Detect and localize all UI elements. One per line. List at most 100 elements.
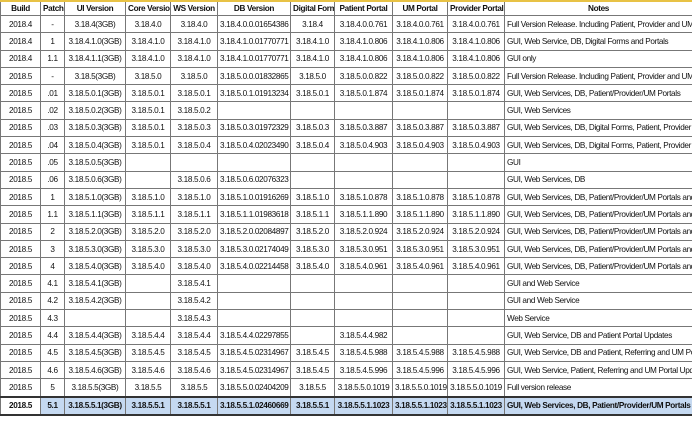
cell-ws-version: 3.18.4.1.0 — [170, 32, 218, 51]
cell-patient-portal: 3.18.5.0.0.822 — [334, 66, 393, 86]
cell-db-version — [217, 153, 291, 172]
table-row: 2018.5.02 3.18.5.0.2(3GB) 3.18.5.0.1 3.18.5… — [0, 101, 692, 120]
cell-ui-version: 3.18.5.2.0(3GB) — [64, 222, 126, 241]
cell-ws-version: 3.18.5.0.6 — [170, 170, 218, 189]
cell-patient-portal: 3.18.4.1.0.806 — [334, 49, 393, 68]
cell-ws-version: 3.18.4.1.0 — [170, 49, 218, 68]
cell-patient-portal: 3.18.5.4.5.988 — [334, 343, 393, 362]
cell-provider-portal: 3.18.5.3.0.951 — [447, 239, 505, 259]
table-row: 2018.4 1.1 3.18.4.1.1(3GB) 3.18.4.1.0 3.18.4… — [0, 49, 692, 68]
cell-ui-version: 3.18.4.1.0(3GB) — [64, 32, 126, 51]
cell-provider-portal: 3.18.5.5.0.1019 — [447, 378, 505, 398]
cell-notes: GUI — [504, 153, 692, 172]
cell-digital-forms — [290, 309, 335, 328]
cell-build: 2018.5 — [0, 153, 41, 172]
table-row: 2018.5-3.18.5(3GB) 3.18.5.0 3.18.5.0 3.18.5… — [0, 66, 692, 86]
cell-notes: GUI, Web Services — [504, 101, 692, 120]
column-header-notes: Notes — [504, 0, 692, 16]
cell-patch: 5.1 — [40, 395, 65, 416]
cell-core-version — [125, 274, 171, 293]
cell-core-version: 3.18.5.4.4 — [125, 326, 171, 345]
cell-patch: 4.4 — [40, 326, 65, 345]
cell-provider-portal: 3.18.5.0.1.874 — [447, 84, 505, 103]
cell-db-version: 3.18.5.1.1.01983618 — [217, 205, 291, 224]
table-row: 2018.5 4.4 3.18.5.4.4(3GB) 3.18.5.4.4 3.18.5… — [0, 326, 692, 345]
cell-ui-version: 3.18.5.4.4(3GB) — [64, 326, 126, 345]
cell-db-version: 3.18.5.4.5.02314967 — [217, 360, 291, 380]
cell-patient-portal: 3.18.5.4.4.982 — [334, 326, 393, 345]
cell-um-portal: 3.18.5.2.0.924 — [392, 222, 448, 241]
cell-db-version: 3.18.5.4.0.02214458 — [217, 257, 291, 276]
cell-patch: .02 — [40, 101, 65, 120]
cell-digital-forms — [290, 101, 335, 120]
cell-build: 2018.5 — [0, 136, 41, 155]
cell-db-version — [217, 291, 291, 311]
table-row: 2018.5 4.5 3.18.5.4.5(3GB) 3.18.5.4.5 3.18.5… — [0, 343, 692, 362]
cell-um-portal — [392, 170, 448, 189]
cell-um-portal — [392, 291, 448, 311]
cell-build: 2018.5 — [0, 309, 41, 328]
cell-provider-portal: 3.18.5.0.0.822 — [447, 66, 505, 86]
cell-build: 2018.5 — [0, 257, 41, 276]
cell-patch: 4.2 — [40, 291, 65, 311]
cell-digital-forms: 3.18.5.4.5 — [290, 343, 335, 362]
column-header-build: Build — [0, 0, 41, 16]
cell-notes: Full version release — [504, 378, 692, 398]
cell-ws-version: 3.18.5.4.1 — [170, 274, 218, 293]
column-header-um-portal: UM Portal — [392, 0, 448, 16]
cell-um-portal: 3.18.5.1.1.890 — [392, 205, 448, 224]
cell-digital-forms — [290, 291, 335, 311]
cell-um-portal — [392, 326, 448, 345]
cell-um-portal: 3.18.5.5.1.1023 — [392, 395, 448, 416]
cell-digital-forms: 3.18.5.2.0 — [290, 222, 335, 241]
cell-notes: GUI and Web Service — [504, 274, 692, 293]
cell-patch: 4.6 — [40, 360, 65, 380]
cell-ui-version: 3.18.5.0.1(3GB) — [64, 84, 126, 103]
cell-notes: Web Service — [504, 309, 692, 328]
cell-digital-forms: 3.18.5.0.4 — [290, 136, 335, 155]
cell-build: 2018.5 — [0, 239, 41, 259]
cell-provider-portal: 3.18.5.5.1.1023 — [447, 395, 505, 416]
cell-patch: 1 — [40, 187, 65, 207]
cell-um-portal — [392, 309, 448, 328]
cell-db-version: 3.18.5.5.0.02404209 — [217, 378, 291, 398]
cell-build: 2018.4 — [0, 49, 41, 68]
cell-patient-portal: 3.18.5.1.1.890 — [334, 205, 393, 224]
cell-patient-portal — [334, 309, 393, 328]
cell-ws-version: 3.18.5.4.3 — [170, 309, 218, 328]
cell-digital-forms: 3.18.4 — [290, 14, 335, 34]
cell-um-portal: 3.18.5.0.0.822 — [392, 66, 448, 86]
cell-db-version — [217, 309, 291, 328]
table-row: 2018.5 4 3.18.5.4.0(3GB) 3.18.5.4.0 3.18.5.4… — [0, 257, 692, 276]
cell-notes: GUI, Web Service, DB and Patient, Referr… — [504, 343, 692, 362]
column-header-provider-portal: Provider Portal — [447, 0, 505, 16]
cell-core-version — [125, 170, 171, 189]
cell-um-portal: 3.18.5.4.5.996 — [392, 360, 448, 380]
cell-um-portal: 3.18.4.1.0.806 — [392, 49, 448, 68]
cell-provider-portal: 3.18.5.2.0.924 — [447, 222, 505, 241]
cell-patch: 4.1 — [40, 274, 65, 293]
cell-build: 2018.5 — [0, 343, 41, 362]
cell-provider-portal: 3.18.5.4.0.961 — [447, 257, 505, 276]
cell-patient-portal: 3.18.5.5.1.1023 — [334, 395, 393, 416]
cell-notes: GUI, Web Service, Patient, Referring and… — [504, 360, 692, 380]
column-header-core-version: Core Version — [125, 0, 171, 16]
cell-patient-portal: 3.18.5.4.0.961 — [334, 257, 393, 276]
cell-notes: GUI and Web Service — [504, 291, 692, 311]
cell-digital-forms — [290, 153, 335, 172]
table-row: 2018.5 4.2 3.18.5.4.2(3GB) 3.18.5.4.2 GUI an… — [0, 291, 692, 311]
cell-patch: .05 — [40, 153, 65, 172]
cell-db-version: 3.18.4.1.0.01770771 — [217, 32, 291, 51]
cell-ws-version: 3.18.5.4.4 — [170, 326, 218, 345]
cell-core-version: 3.18.5.5.1 — [125, 395, 171, 416]
cell-patient-portal: 3.18.4.1.0.806 — [334, 32, 393, 51]
cell-build: 2018.5 — [0, 395, 41, 416]
cell-ui-version: 3.18.5.5.1(3GB) — [64, 395, 126, 416]
cell-db-version: 3.18.5.4.4.02297855 — [217, 326, 291, 345]
cell-notes: GUI, Web Services, DB, Digital Forms, Pa… — [504, 118, 692, 138]
cell-core-version: 3.18.5.3.0 — [125, 239, 171, 259]
table-row: 2018.5 4.6 3.18.5.4.6(3GB) 3.18.5.4.6 3.18.5… — [0, 360, 692, 380]
table-row: 2018.5.06 3.18.5.0.6(3GB) 3.18.5.0.6 3.18.5… — [0, 170, 692, 189]
cell-um-portal: 3.18.5.0.3.887 — [392, 118, 448, 138]
cell-digital-forms — [290, 170, 335, 189]
